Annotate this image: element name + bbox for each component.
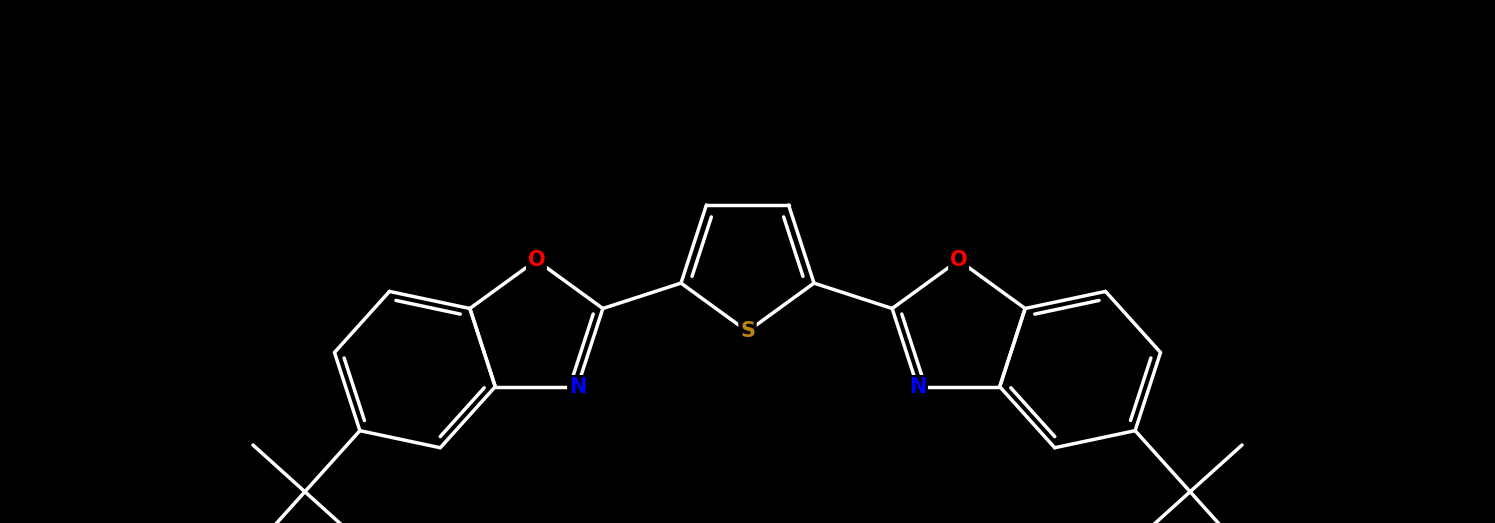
Text: S: S	[740, 322, 755, 342]
Text: O: O	[949, 250, 967, 270]
Text: O: O	[528, 250, 546, 270]
Text: N: N	[568, 377, 586, 396]
Text: N: N	[909, 377, 927, 396]
